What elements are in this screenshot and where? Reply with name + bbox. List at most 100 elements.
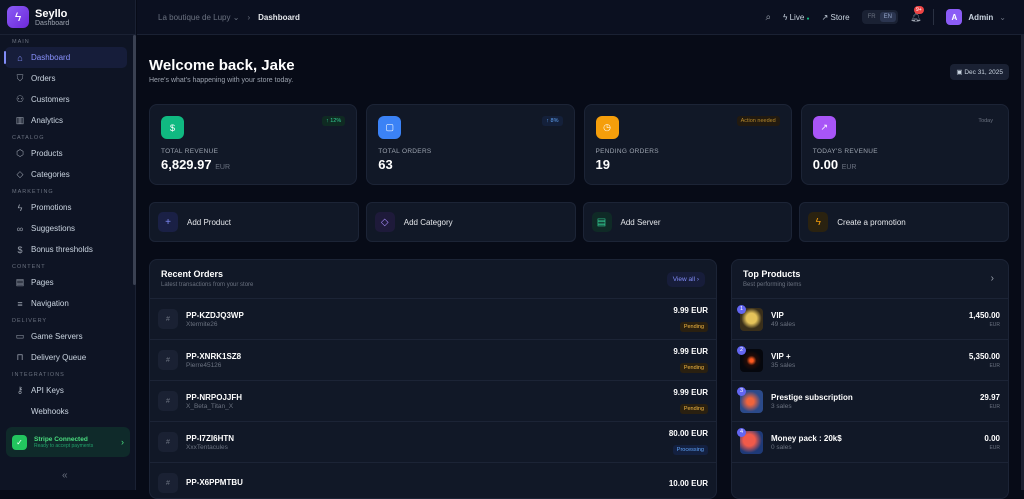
action-label: Add Server — [620, 217, 661, 227]
sidebar-item-label: Webhooks — [31, 407, 69, 416]
live-dot: ● — [806, 15, 810, 22]
calendar-icon: ▣ — [956, 69, 963, 76]
hash-icon: # — [158, 473, 178, 493]
sidebar-item-navigation[interactable]: ≡ Navigation — [0, 293, 135, 314]
order-amount: 80.00 EUR — [668, 428, 708, 438]
product-row[interactable]: 2 VIP +35 sales 5,350.00 EUR — [732, 340, 1008, 381]
product-currency: EUR — [989, 403, 1000, 410]
sidebar-item-api-keys[interactable]: ⚷ API Keys — [0, 380, 135, 401]
brand[interactable]: ϟ Seyllo Dashboard — [0, 0, 135, 35]
sidebar-item-delivery-queue[interactable]: ⊓ Delivery Queue — [0, 347, 135, 368]
sidebar-item-analytics[interactable]: ▥ Analytics — [0, 110, 135, 131]
sidebar-item-pages[interactable]: ▤ Pages — [0, 272, 135, 293]
avatar: A — [946, 9, 963, 25]
product-row[interactable]: 3 Prestige subscription 3 sales 29.97 EUR — [732, 381, 1008, 422]
tag-icon: ◇ — [374, 212, 395, 232]
top-products-title: Top Products — [743, 269, 801, 279]
product-revenue: 0.00 — [984, 433, 1000, 443]
rank-badge: 4 — [737, 427, 746, 437]
nav-section-label: CATALOG — [12, 135, 45, 141]
product-sales: 35 sales — [771, 361, 796, 369]
live-label: Live — [789, 12, 805, 22]
sidebar-item-products[interactable]: ⬡ Products — [0, 143, 135, 164]
order-row[interactable]: # PP-NRPOJJFH X_Beta_Titan_X 9.99 EUR Pendin… — [150, 381, 716, 422]
stat-card: $ ↑ 12% TOTAL REVENUE 6,829.97 EUR — [149, 104, 358, 185]
breadcrumb-separator: › — [247, 12, 251, 22]
sidebar-item-webhooks[interactable]: Webhooks — [0, 401, 135, 422]
menu-icon: ≡ — [17, 298, 23, 309]
order-id: PP-KZDJQ3WP — [186, 310, 244, 320]
order-id: PP-X6PPMTBU — [186, 478, 243, 487]
sidebar-item-orders[interactable]: ⛉ Orders — [0, 68, 135, 89]
product-thumbnail: 1 — [737, 304, 763, 331]
order-row[interactable]: # PP-XNRK1SZ8 Pierre45126 9.99 EUR Pending — [150, 340, 716, 381]
sidebar-item-customers[interactable]: ⚇ Customers — [0, 89, 135, 110]
collapse-sidebar-icon[interactable]: « — [62, 470, 68, 481]
product-currency: EUR — [989, 362, 1000, 369]
sidebar-nav: MAIN ⌂ Dashboard ⛉ Orders ⚇ Customers ▥ Analytic… — [0, 38, 135, 422]
action-label: Add Category — [403, 217, 453, 227]
product-row[interactable]: 4 Money pack : 20k$ 0 sales 0.00 EUR — [732, 422, 1008, 463]
date-picker[interactable]: ▣ Dec 31, 2025 — [950, 64, 1009, 80]
bell-icon: 🔔︎ — [909, 11, 922, 22]
stat-badge: Today — [978, 118, 993, 124]
product-revenue: 29.97 — [979, 392, 1000, 402]
order-id: PP-NRPOJJFH — [186, 392, 243, 402]
product-sales: 49 sales — [771, 320, 796, 328]
sidebar-item-label: Game Servers — [31, 332, 83, 341]
brand-sub: Dashboard — [35, 19, 70, 27]
order-row[interactable]: # PP-X6PPMTBU 10.00 EUR — [150, 463, 716, 498]
stat-unit: EUR — [841, 164, 857, 171]
stats-row: $ ↑ 12% TOTAL REVENUE 6,829.97 EUR ▢ ↑ 8% TOTA… — [149, 104, 1009, 185]
order-row[interactable]: # PP-I7ZI6HTN XxxTentacules 80.00 EUR Proces… — [150, 422, 716, 463]
page-scrollbar[interactable] — [1021, 35, 1024, 490]
live-button[interactable]: ϟ Live ● — [783, 13, 809, 22]
product-currency: EUR — [989, 444, 1000, 451]
action-add-product[interactable]: + Add Product — [149, 202, 359, 242]
lang-en[interactable]: EN — [879, 12, 896, 22]
rank-badge: 2 — [737, 345, 746, 355]
sidebar-item-label: Pages — [31, 278, 54, 287]
action-create-a-promotion[interactable]: ϟ Create a promotion — [799, 202, 1009, 242]
server-icon: ▭ — [15, 331, 25, 341]
recent-orders-panel: Recent Orders Latest transactions from yo… — [149, 259, 717, 499]
sidebar-item-bonus-thresholds[interactable]: $ Bonus thresholds — [0, 239, 135, 260]
stat-label: TOTAL REVENUE — [161, 148, 219, 155]
quick-actions: + Add Product ◇ Add Category ▤ Add Server ϟ Cre… — [149, 202, 1009, 242]
notification-badge: 9+ — [913, 5, 924, 14]
stripe-status-card[interactable]: ✓ Stripe Connected Ready to accept paymen… — [6, 427, 130, 457]
sidebar-item-promotions[interactable]: ϟ Promotions — [0, 197, 135, 218]
search-icon[interactable]: ⌕ — [765, 11, 772, 23]
stat-card: ◷ Action needed PENDING ORDERS 19 — [583, 104, 792, 185]
stripe-title: Stripe Connected — [34, 435, 88, 443]
sidebar-item-dashboard[interactable]: ⌂ Dashboard — [4, 47, 127, 68]
user-menu[interactable]: A Admin ⌄ — [946, 9, 1006, 25]
product-revenue: 5,350.00 — [968, 351, 1000, 361]
order-amount: 9.99 EUR — [673, 305, 708, 315]
chevron-right-icon: › — [121, 437, 124, 447]
notifications-button[interactable]: 🔔︎ 9+ — [909, 5, 924, 23]
order-row[interactable]: # PP-KZDJQ3WP Xtermite26 9.99 EUR Pending — [150, 299, 716, 340]
product-sales: 3 sales — [771, 402, 792, 410]
sidebar-item-label: Customers — [31, 95, 70, 104]
sidebar-item-suggestions[interactable]: ∞ Suggestions — [0, 218, 135, 239]
action-add-category[interactable]: ◇ Add Category — [365, 202, 576, 242]
dollar-icon: $ — [17, 244, 23, 255]
brand-name: Seyllo — [35, 7, 68, 20]
sidebar-item-game-servers[interactable]: ▭ Game Servers — [0, 326, 135, 347]
store-link[interactable]: ↗ Store — [822, 13, 850, 22]
view-all-button[interactable]: View all › — [666, 272, 705, 287]
breadcrumb: La boutique de Lupy ⌄ › Dashboard — [158, 13, 300, 22]
product-name: VIP + — [771, 351, 791, 361]
store-switcher[interactable]: La boutique de Lupy — [158, 12, 231, 22]
bolt-icon: ϟ — [808, 212, 829, 232]
sidebar-scrollbar[interactable] — [133, 35, 136, 285]
key-icon: ⚷ — [16, 385, 24, 395]
chevron-right-icon[interactable]: › — [990, 273, 994, 284]
order-id: PP-I7ZI6HTN — [186, 433, 235, 443]
lang-fr[interactable]: FR — [867, 14, 876, 20]
sidebar-item-categories[interactable]: ◇ Categories — [0, 164, 135, 185]
stat-value: 0.00 — [812, 157, 839, 172]
action-add-server[interactable]: ▤ Add Server — [582, 202, 793, 242]
product-row[interactable]: 1 VIP 49 sales 1,450.00 EUR — [732, 299, 1008, 340]
